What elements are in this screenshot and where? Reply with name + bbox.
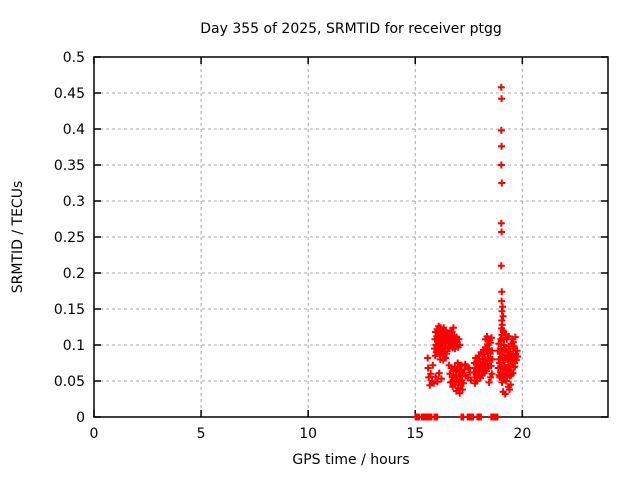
y-tick-label: 0.35 <box>54 158 85 174</box>
y-axis-label: SRMTID / TECUs <box>10 181 26 294</box>
y-tick-label: 0.5 <box>63 50 85 66</box>
grid-lines <box>94 57 608 417</box>
chart-title: Day 355 of 2025, SRMTID for receiver ptg… <box>200 21 502 37</box>
x-tick-label: 0 <box>90 426 99 442</box>
plot-border <box>93 56 609 418</box>
y-tick-label: 0.4 <box>63 122 85 138</box>
x-tick-label: 5 <box>197 426 206 442</box>
y-tick-label: 0.2 <box>63 266 85 282</box>
x-tick-label: 20 <box>513 426 531 442</box>
y-tick-label: 0.05 <box>54 374 85 390</box>
x-tick-label: 15 <box>406 426 424 442</box>
y-tick-label: 0.3 <box>63 194 85 210</box>
axis-ticks <box>93 56 608 418</box>
y-tick-label: 0.15 <box>54 302 85 318</box>
data-points-layer <box>412 83 522 421</box>
y-tick-label: 0.1 <box>63 338 85 354</box>
x-tick-label: 10 <box>299 426 317 442</box>
y-tick-label: 0.25 <box>54 230 85 246</box>
tick-labels: 0 5 10 15 20 0 0.05 0.1 0.15 0.2 0.25 0.3 0.35 0.4 0.4… <box>54 50 531 442</box>
data-points <box>412 83 522 421</box>
y-tick-label: 0.45 <box>54 86 85 102</box>
x-axis-label: GPS time / hours <box>292 452 409 468</box>
y-tick-label: 0 <box>76 410 85 426</box>
